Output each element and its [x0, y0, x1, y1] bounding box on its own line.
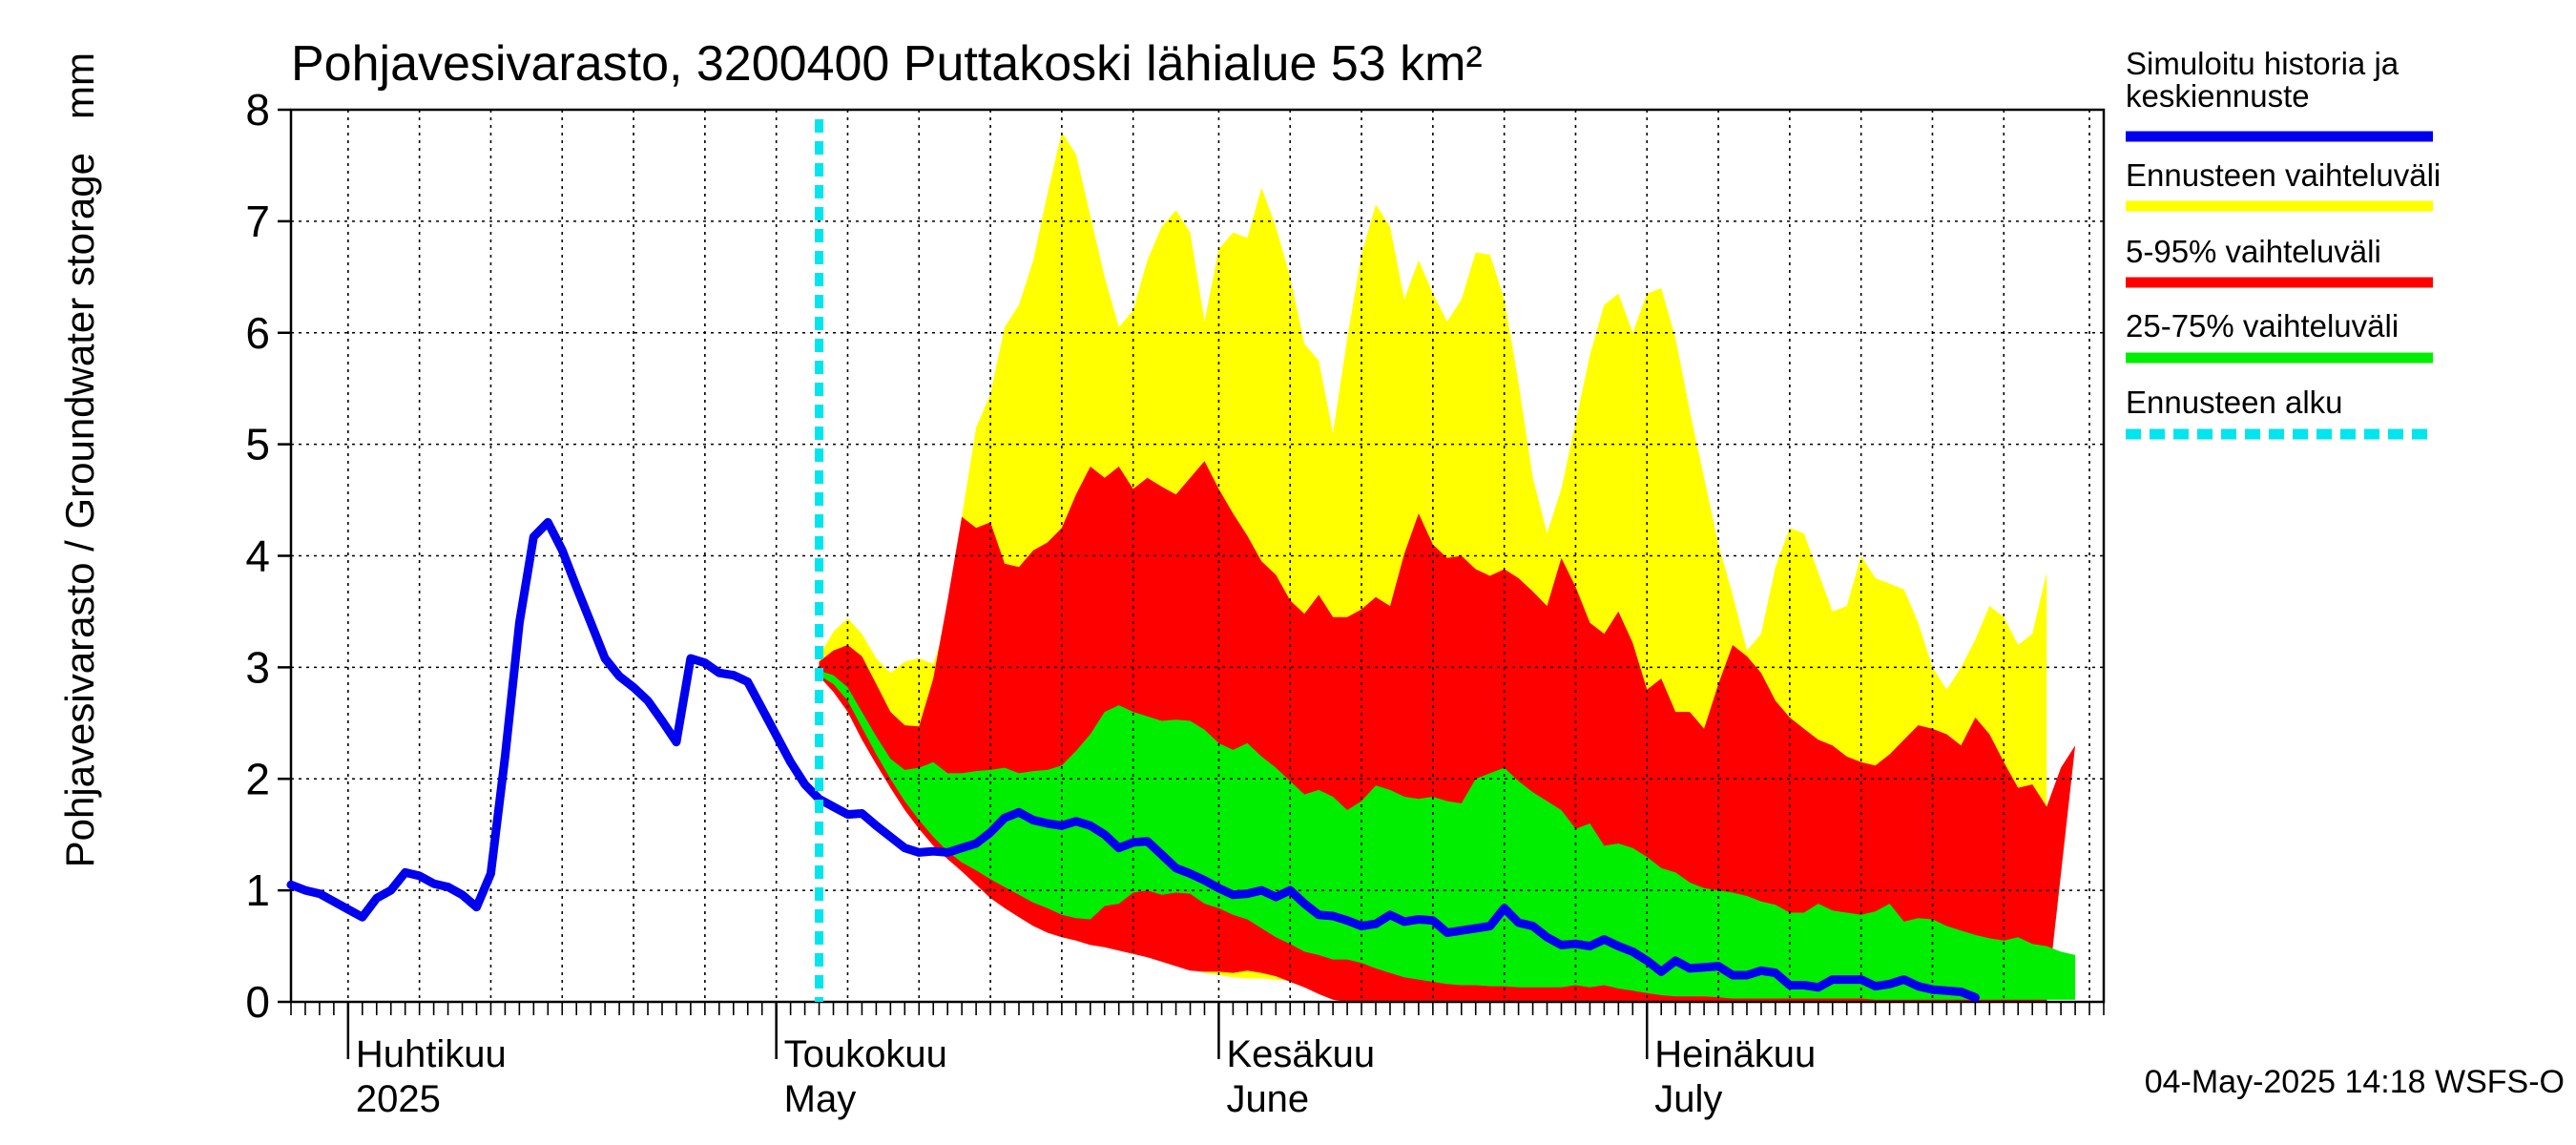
- series-line-0: [286, 517, 1980, 1002]
- y-tick-label: 1: [245, 865, 270, 915]
- y-axis: 0 1 2 3 4 5 6 7 8: [245, 85, 291, 1027]
- legend-label: 25-75% vaihteluväli: [2126, 308, 2399, 344]
- x-month-sublabel: July: [1654, 1078, 1722, 1120]
- y-tick-label: 3: [245, 642, 270, 692]
- y-tick-label: 7: [245, 197, 270, 246]
- legend-label: 5-95% vaihteluväli: [2126, 234, 2381, 269]
- chart-title: Pohjavesivarasto, 3200400 Puttakoski läh…: [291, 36, 1483, 92]
- legend-label: Simuloitu historia ja: [2126, 46, 2399, 81]
- x-month-sublabel: June: [1226, 1078, 1309, 1120]
- legend-label: Ennusteen alku: [2126, 385, 2343, 420]
- y-tick-label: 0: [245, 977, 270, 1027]
- y-axis-label: Pohjavesivarasto / Groundwater storage m…: [57, 52, 102, 867]
- x-month-label: Huhtikuu: [356, 1033, 507, 1075]
- y-tick-label: 5: [245, 420, 270, 469]
- y-tick-label: 6: [245, 308, 270, 358]
- legend-label: Ennusteen vaihteluväli: [2126, 157, 2441, 193]
- y-tick-label: 4: [245, 531, 270, 581]
- x-month-label: Toukokuu: [784, 1033, 947, 1075]
- x-month-sublabel: May: [784, 1078, 857, 1120]
- y-tick-label: 8: [245, 85, 270, 135]
- x-month-label: Kesäkuu: [1226, 1033, 1375, 1075]
- y-tick-label: 2: [245, 754, 270, 803]
- legend-label: keskiennuste: [2126, 78, 2310, 114]
- x-month-label: Heinäkuu: [1654, 1033, 1816, 1075]
- timestamp-footer: 04-May-2025 14:18 WSFS-O: [2145, 1064, 2565, 1100]
- series-lines: [286, 119, 1980, 1002]
- x-month-sublabel: 2025: [356, 1078, 441, 1120]
